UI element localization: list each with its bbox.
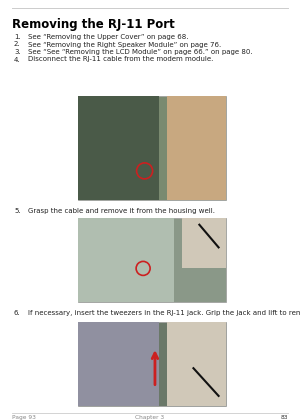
Text: 6.: 6. <box>14 310 21 316</box>
Text: 1.: 1. <box>14 34 21 40</box>
Bar <box>182 218 226 268</box>
Text: See “Removing the Right Speaker Module” on page 76.: See “Removing the Right Speaker Module” … <box>28 42 221 47</box>
Bar <box>78 218 226 302</box>
Text: Removing the RJ-11 Port: Removing the RJ-11 Port <box>12 18 175 31</box>
Bar <box>78 322 226 406</box>
Bar <box>78 322 159 406</box>
Text: 3.: 3. <box>14 49 21 55</box>
Text: See “Removing the Upper Cover” on page 68.: See “Removing the Upper Cover” on page 6… <box>28 34 188 40</box>
Text: See “See “Removing the LCD Module” on page 66.” on page 80.: See “See “Removing the LCD Module” on pa… <box>28 49 253 55</box>
Text: 4.: 4. <box>14 57 21 63</box>
Text: 5.: 5. <box>14 208 21 214</box>
Text: Disconnect the RJ-11 cable from the modem module.: Disconnect the RJ-11 cable from the mode… <box>28 57 213 63</box>
Bar <box>167 322 226 406</box>
Bar <box>78 218 174 302</box>
Text: 83: 83 <box>280 415 288 420</box>
Bar <box>167 96 226 200</box>
Bar <box>78 96 226 200</box>
Bar <box>78 96 159 200</box>
Text: If necessary, insert the tweezers in the RJ-11 jack. Grip the jack and lift to r: If necessary, insert the tweezers in the… <box>28 310 300 316</box>
Text: Chapter 3: Chapter 3 <box>135 415 165 420</box>
Text: Page 93: Page 93 <box>12 415 36 420</box>
Text: Grasp the cable and remove it from the housing well.: Grasp the cable and remove it from the h… <box>28 208 215 214</box>
Text: 2.: 2. <box>14 42 21 47</box>
